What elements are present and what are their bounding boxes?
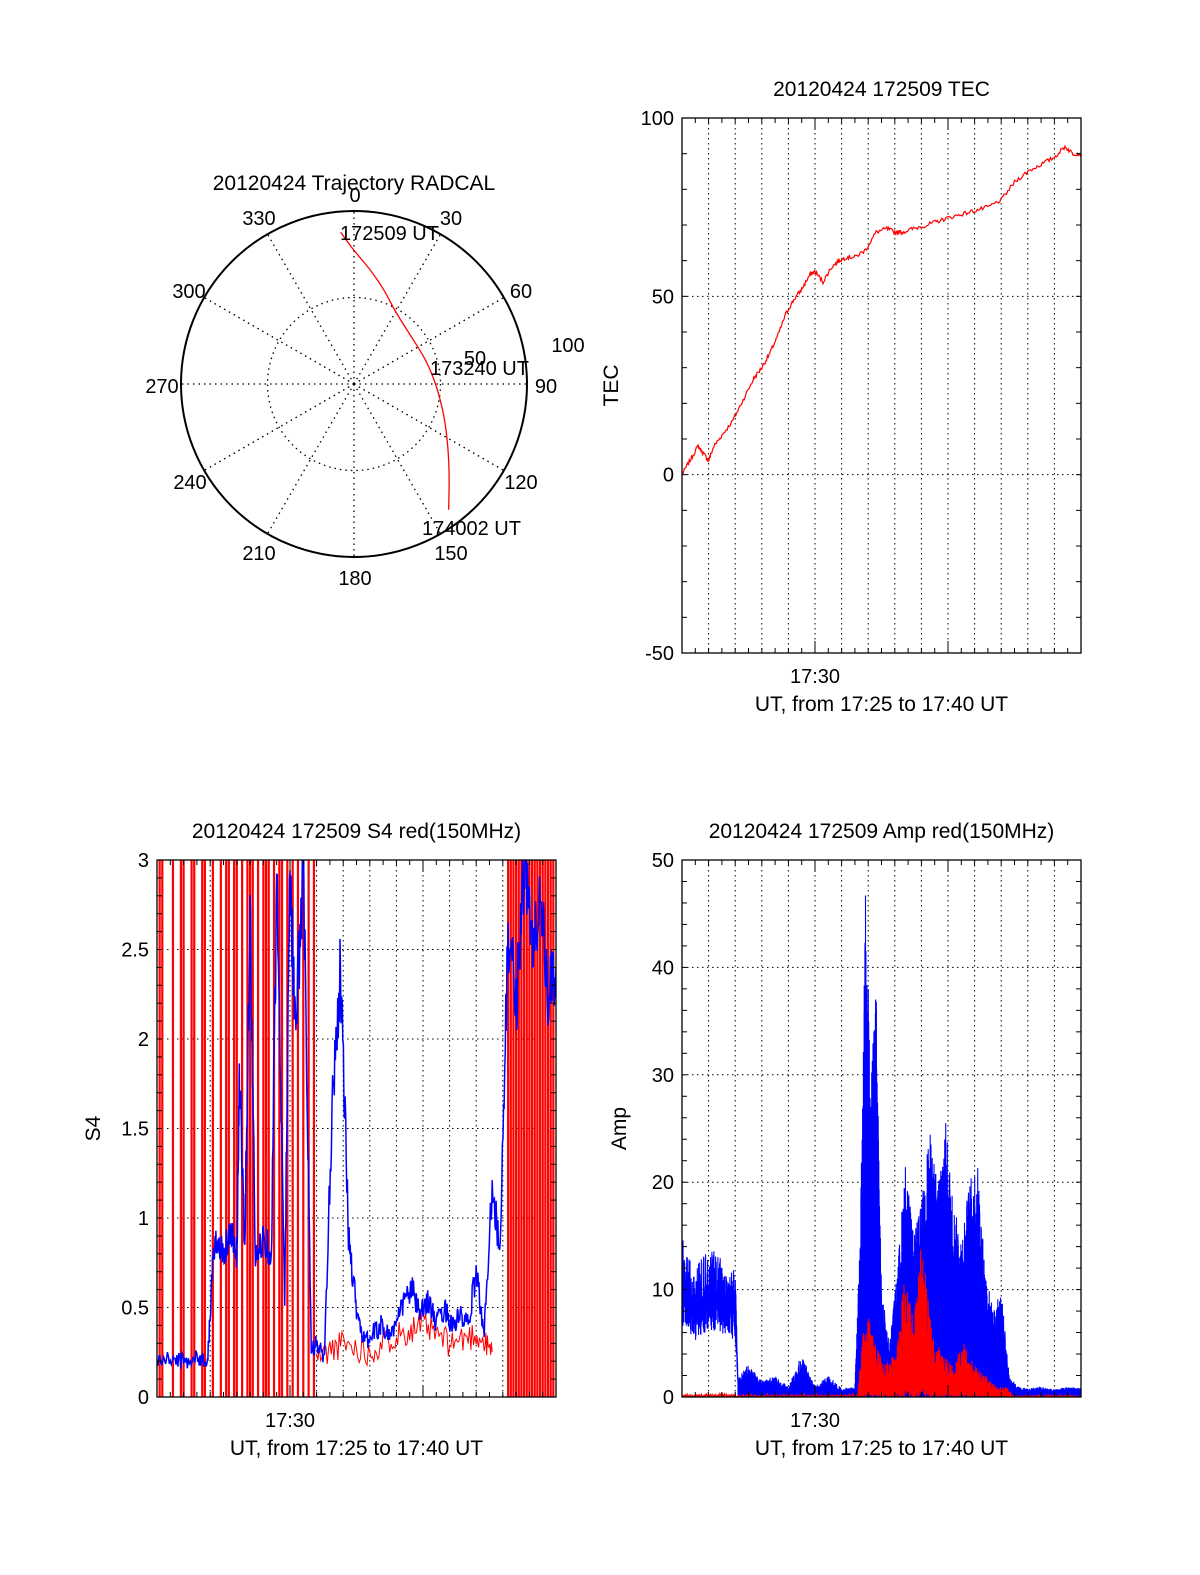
polar-spoke [266,233,355,385]
y-tick-label: 2.5 [121,940,149,962]
chart-title: 20120424 172509 TEC [773,78,990,101]
tec-series-line [682,144,1081,475]
x-tick-label: 17:30 [265,1410,315,1432]
x-axis-label: UT, from 17:25 to 17:40 UT [755,1437,1008,1460]
chart-title: 20120424 172509 Amp red(150MHz) [709,820,1055,843]
y-tick-label: 1.5 [121,1119,149,1141]
polar-radius-label: 50 [464,348,486,370]
polar-angle-label: 150 [434,543,467,565]
trajectory-end-label: 174002 UT [422,518,521,540]
polar-angle-label: 330 [242,208,275,230]
x-axis-label: UT, from 17:25 to 17:40 UT [755,693,1008,716]
polar-spoke [203,383,355,472]
y-tick-label: 0 [138,1387,149,1409]
polar-angle-label: 90 [535,376,557,398]
polar-title: 20120424 Trajectory RADCAL [213,172,496,195]
polar-trajectory-line [340,231,450,510]
polar-angle-label: 30 [440,208,462,230]
trajectory-start-label: 172509 UT [340,223,439,245]
chart-panel-3: 20120424 172509 Amp red(150MHz) 0 10 20 30 40… [608,820,1082,1460]
x-tick-label: 17:30 [790,1410,840,1432]
y-tick-label: 50 [652,286,674,308]
s4-red-line [316,1311,493,1367]
plot-frame [681,117,1082,654]
y-axis-label: Amp [608,1107,631,1150]
plot-data [682,144,1081,475]
y-tick-label: 50 [652,850,674,872]
x-axis-label: UT, from 17:25 to 17:40 UT [230,1437,483,1460]
polar-radius-label: 100 [551,335,584,357]
polar-grid-circle [266,296,442,472]
polar-angle-label: 240 [173,472,206,494]
polar-spoke [353,383,442,535]
amp-red-line [682,1249,1080,1397]
y-axis-label: TEC [600,365,623,407]
y-tick-label: 0 [663,1387,674,1409]
polar-angle-label: 270 [145,376,178,398]
s4-blue-line [157,860,556,1369]
polar-angle-label: 300 [172,281,205,303]
y-tick-label: -50 [645,643,674,665]
polar-angle-label: 120 [504,472,537,494]
chart-panel-1: 20120424 172509 TEC -50 0 50 100 17:30 UT, fro… [600,78,1082,716]
plot-data [157,860,556,1397]
y-tick-label: 30 [652,1065,674,1087]
y-tick-label: 0.5 [121,1298,149,1320]
y-tick-label: 40 [652,957,674,979]
y-tick-label: 3 [138,850,149,872]
y-tick-label: 0 [663,465,674,487]
plot-data [682,895,1081,1397]
polar-spoke [353,383,505,472]
polar-spoke [353,296,505,385]
y-axis-label: S4 [82,1115,105,1141]
amp-blue-line [682,895,1081,1397]
polar-angle-label: 180 [338,568,371,590]
polar-angle-label: 0 [349,185,360,207]
polar-spoke [266,383,355,535]
y-tick-label: 10 [652,1280,674,1302]
y-tick-label: 20 [652,1172,674,1194]
polar-spoke [353,233,442,385]
polar-outer-circle [180,210,528,558]
y-tick-label: 2 [138,1029,149,1051]
chart-title: 20120424 172509 S4 red(150MHz) [192,820,521,843]
polar-angle-label: 60 [510,281,532,303]
polar-spoke [203,296,355,385]
x-tick-label: 17:30 [790,666,840,688]
chart-panel-2: 20120424 172509 S4 red(150MHz) 0 0.5 1 1.5 2 2… [82,820,557,1460]
polar-angle-label: 210 [242,543,275,565]
y-tick-label: 1 [138,1208,149,1230]
trajectory-mid-label: 173240 UT [430,358,529,380]
y-tick-label: 100 [641,108,674,130]
